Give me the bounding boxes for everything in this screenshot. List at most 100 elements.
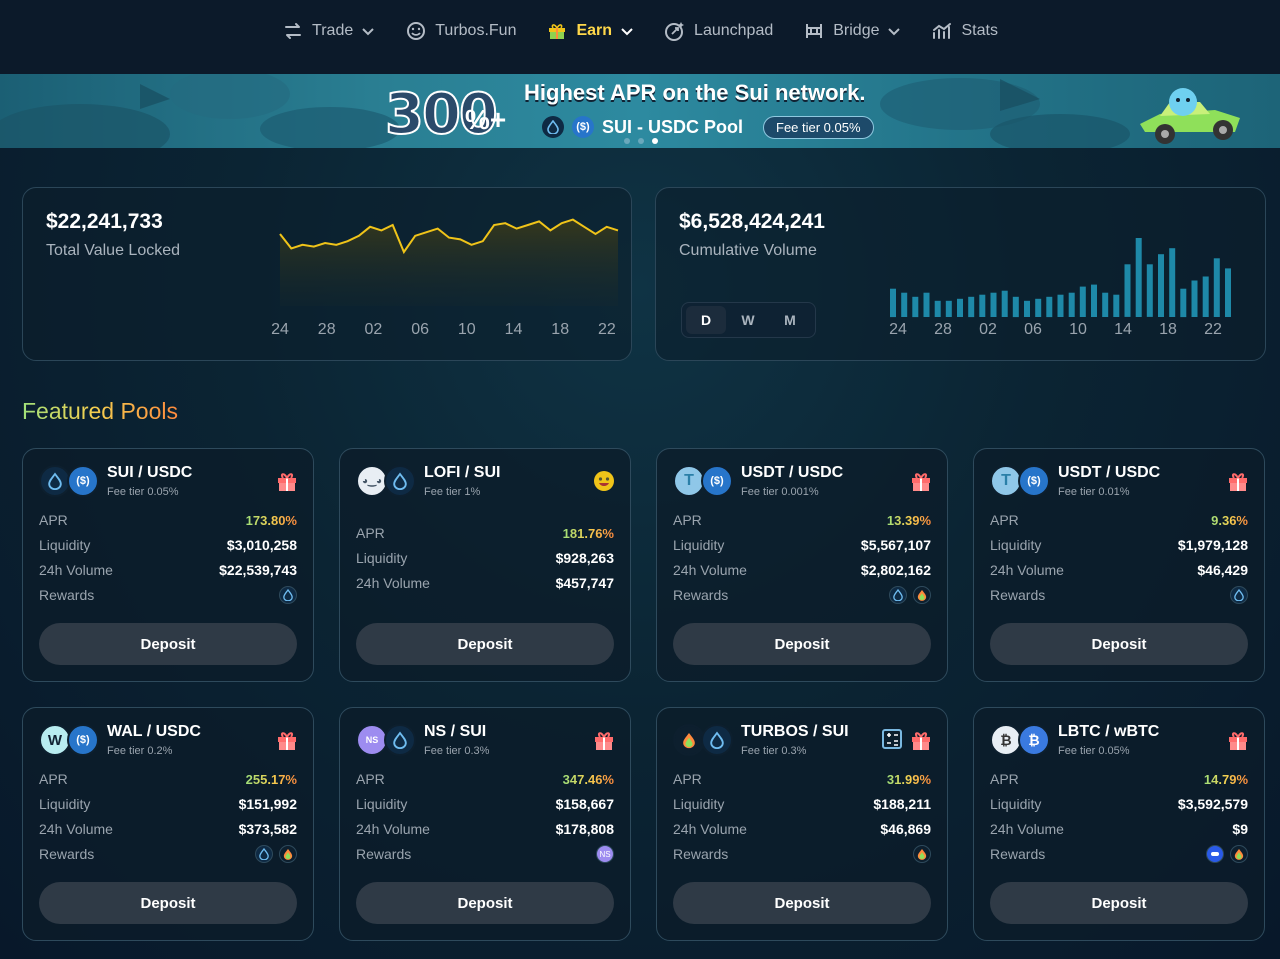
gift-icon[interactable]	[909, 469, 933, 493]
featured-pools-title: Featured Pools	[22, 398, 178, 424]
gift-icon[interactable]	[1226, 469, 1250, 493]
pool-card: TURBOS / SUI Fee tier 0.3% APR 31.99% Li…	[656, 707, 948, 941]
volume-bar[interactable]	[957, 298, 963, 317]
volume-bar[interactable]	[968, 296, 975, 318]
tvl-chart[interactable]	[23, 188, 633, 362]
timeframe-toggle: D W M	[681, 302, 816, 338]
volume-chart[interactable]	[656, 188, 1267, 362]
liquidity-label: Liquidity	[673, 537, 725, 553]
pool-fee-tier: Fee tier 1%	[424, 486, 481, 498]
rewards-label: Rewards	[673, 587, 729, 603]
volume-bar[interactable]	[1213, 258, 1220, 317]
apr-value[interactable]: 31.99%	[886, 771, 931, 787]
gift-icon[interactable]	[275, 469, 299, 493]
banner-dot[interactable]	[624, 138, 630, 144]
deposit-button[interactable]: Deposit	[356, 882, 614, 924]
deposit-button[interactable]: Deposit	[673, 623, 931, 665]
tvl-tick-label: 24	[271, 321, 289, 338]
timeframe-week-button[interactable]: W	[741, 312, 755, 328]
volume-bar[interactable]	[912, 296, 919, 318]
volume-bar[interactable]	[1191, 280, 1198, 318]
gift-icon	[546, 20, 568, 42]
volume-bar[interactable]	[1180, 288, 1187, 318]
volume-bar[interactable]	[1046, 296, 1053, 318]
apr-value[interactable]: 255.17%	[245, 771, 297, 787]
sui-token-icon	[701, 724, 733, 756]
apr-value[interactable]: 181.76%	[562, 525, 614, 541]
volume-bar[interactable]	[1001, 290, 1008, 317]
deposit-button[interactable]: Deposit	[356, 623, 614, 665]
apr-value[interactable]: 14.79%	[1203, 771, 1248, 787]
nav-earn[interactable]: Earn	[546, 20, 634, 42]
volume-bar[interactable]	[1124, 264, 1131, 317]
gift-icon[interactable]	[909, 728, 933, 752]
rewards-label: Rewards	[39, 587, 95, 603]
volume-value: $46,429	[1197, 562, 1248, 578]
volume-bar[interactable]	[1035, 298, 1042, 317]
tvl-label: Total Value Locked	[46, 242, 181, 259]
volume-bar[interactable]	[1057, 294, 1064, 317]
nav-bridge[interactable]: Bridge	[803, 20, 901, 42]
banner-dot-active[interactable]	[652, 138, 658, 144]
volume-bar[interactable]	[934, 300, 941, 317]
gift-icon[interactable]	[592, 728, 616, 752]
liquidity-row: Liquidity $3,010,258	[39, 535, 297, 555]
volume-bar[interactable]	[1012, 296, 1019, 318]
volume-bar[interactable]	[990, 292, 997, 317]
volume-value: $6,528,424,241	[679, 210, 825, 233]
rewards-row: Rewards	[990, 585, 1248, 605]
volume-bar[interactable]	[1202, 276, 1209, 318]
timeframe-day-button[interactable]: D	[686, 306, 726, 334]
volume-tick-label: 18	[1159, 321, 1177, 338]
pool-name: USDT / USDC	[1058, 464, 1161, 481]
liquidity-value: $1,979,128	[1177, 537, 1248, 553]
volume-bar[interactable]	[1091, 284, 1097, 317]
nav-stats[interactable]: Stats	[931, 20, 998, 42]
volume-bar[interactable]	[1068, 292, 1075, 317]
liquidity-row: Liquidity $5,567,107	[673, 535, 931, 555]
volume-bar[interactable]	[945, 300, 952, 317]
timeframe-month-button[interactable]: M	[784, 312, 796, 328]
volume-bar[interactable]	[1079, 286, 1086, 317]
calculator-icon[interactable]	[881, 728, 903, 750]
apr-value[interactable]: 13.39%	[886, 512, 931, 528]
volume-value: $457,747	[555, 575, 614, 591]
volume-tick-label: 10	[1069, 321, 1087, 338]
deposit-button[interactable]: Deposit	[39, 882, 297, 924]
chevron-down-icon	[888, 28, 901, 36]
volume-bar[interactable]	[1102, 292, 1109, 317]
volume-bar[interactable]	[1146, 264, 1153, 317]
volume-bar[interactable]	[1135, 238, 1142, 317]
promo-banner[interactable]: 300 %+ Highest APR on the Sui network. (…	[0, 74, 1280, 148]
rewards-icons	[889, 586, 931, 604]
pool-token-icons: NS	[356, 724, 416, 756]
apr-value[interactable]: 347.46%	[562, 771, 614, 787]
deposit-button[interactable]: Deposit	[39, 623, 297, 665]
nav-trade[interactable]: Trade	[282, 20, 375, 42]
volume-bar[interactable]	[890, 288, 896, 318]
volume-bar[interactable]	[1113, 294, 1120, 317]
apr-value[interactable]: 173.80%	[245, 512, 297, 528]
volume-label: 24h Volume	[356, 575, 430, 591]
volume-bar[interactable]	[1024, 300, 1030, 317]
apr-value[interactable]: 9.36%	[1211, 512, 1248, 528]
volume-row: 24h Volume $46,869	[673, 819, 931, 839]
banner-dot[interactable]	[638, 138, 644, 144]
volume-bar[interactable]	[979, 294, 986, 317]
volume-bar[interactable]	[901, 292, 908, 317]
gift-icon[interactable]	[1226, 728, 1250, 752]
deposit-button[interactable]: Deposit	[990, 623, 1248, 665]
deposit-button[interactable]: Deposit	[673, 882, 931, 924]
volume-bar[interactable]	[1158, 254, 1164, 317]
pool-fee-tier: Fee tier 0.3%	[741, 745, 807, 757]
rewards-icons	[279, 586, 297, 604]
nav-turbos-fun[interactable]: Turbos.Fun	[405, 20, 516, 42]
emoji-badge-icon[interactable]	[592, 469, 616, 493]
volume-bar[interactable]	[923, 292, 930, 317]
deposit-button[interactable]: Deposit	[990, 882, 1248, 924]
volume-bar[interactable]	[1225, 268, 1231, 317]
liquidity-value: $158,667	[555, 796, 614, 812]
gift-icon[interactable]	[275, 728, 299, 752]
volume-bar[interactable]	[1169, 248, 1176, 317]
nav-launchpad[interactable]: Launchpad	[664, 20, 773, 42]
